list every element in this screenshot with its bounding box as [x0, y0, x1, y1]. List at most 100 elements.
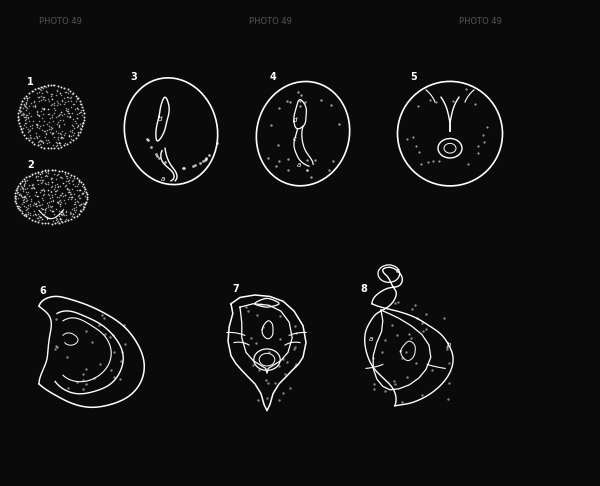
Point: [52, 142, 61, 150]
Point: [44, 191, 53, 198]
Point: [53, 134, 63, 141]
Point: [55, 139, 64, 147]
Point: [52, 187, 61, 195]
Point: [65, 113, 75, 121]
Point: [13, 186, 22, 193]
Point: [64, 133, 74, 140]
Point: [73, 131, 82, 139]
Point: [77, 190, 87, 198]
Point: [248, 362, 258, 369]
Point: [22, 205, 32, 212]
Point: [53, 199, 62, 207]
Point: [295, 103, 305, 110]
Point: [32, 191, 42, 199]
Point: [51, 214, 61, 222]
Point: [41, 83, 51, 91]
Point: [31, 172, 41, 179]
Point: [31, 121, 41, 128]
Point: [71, 203, 81, 210]
Point: [76, 207, 85, 215]
Point: [116, 357, 125, 365]
Point: [44, 97, 53, 105]
Point: [37, 96, 46, 104]
Point: [202, 155, 211, 162]
Point: [36, 204, 46, 212]
Point: [68, 89, 78, 97]
Point: [32, 192, 42, 200]
Point: [34, 112, 44, 120]
Point: [50, 105, 59, 113]
Point: [64, 176, 74, 184]
Point: [31, 202, 41, 210]
Point: [42, 121, 52, 128]
Point: [59, 196, 69, 204]
Point: [274, 104, 284, 112]
Point: [26, 112, 36, 120]
Point: [63, 105, 73, 113]
Point: [427, 366, 437, 374]
Point: [73, 105, 83, 113]
Point: [417, 319, 427, 327]
Point: [58, 208, 68, 216]
Point: [23, 184, 32, 191]
Point: [54, 121, 64, 129]
Point: [37, 176, 47, 184]
Point: [329, 157, 338, 165]
Point: [38, 191, 47, 198]
Point: [34, 180, 43, 188]
Point: [53, 217, 62, 225]
Point: [31, 129, 40, 137]
Point: [82, 188, 91, 195]
Point: [22, 190, 32, 198]
Point: [38, 139, 47, 146]
Point: [75, 201, 85, 209]
Point: [377, 348, 387, 356]
Point: [51, 113, 61, 121]
Point: [280, 370, 290, 378]
Point: [43, 214, 52, 222]
Point: [22, 176, 32, 184]
Point: [56, 215, 66, 223]
Point: [40, 105, 49, 113]
Point: [72, 94, 82, 102]
Point: [32, 202, 42, 210]
Point: [413, 102, 422, 110]
Point: [67, 122, 77, 129]
Point: [67, 126, 77, 134]
Point: [36, 143, 46, 151]
Point: [58, 191, 68, 199]
Point: [44, 138, 54, 146]
Point: [44, 166, 53, 174]
Point: [53, 118, 63, 126]
Point: [79, 120, 88, 127]
Point: [16, 191, 26, 199]
Point: [79, 189, 88, 197]
Point: [53, 198, 62, 206]
Point: [37, 168, 46, 175]
Point: [55, 116, 65, 124]
Point: [36, 92, 46, 100]
Point: [20, 177, 30, 185]
Point: [67, 109, 77, 117]
Point: [30, 103, 40, 110]
Point: [35, 136, 45, 144]
Point: [43, 187, 53, 194]
Point: [80, 191, 89, 199]
Point: [40, 82, 49, 89]
Point: [63, 177, 73, 185]
Point: [49, 217, 58, 225]
Point: [326, 101, 336, 109]
Point: [275, 362, 284, 370]
Point: [105, 333, 115, 341]
Point: [33, 214, 43, 222]
Point: [41, 87, 51, 95]
Point: [82, 190, 92, 198]
Point: [25, 133, 35, 140]
Point: [32, 121, 42, 129]
Point: [146, 143, 155, 151]
Point: [14, 191, 24, 198]
Point: [17, 184, 27, 192]
Point: [69, 206, 79, 214]
Point: [75, 194, 85, 202]
Point: [79, 200, 89, 208]
